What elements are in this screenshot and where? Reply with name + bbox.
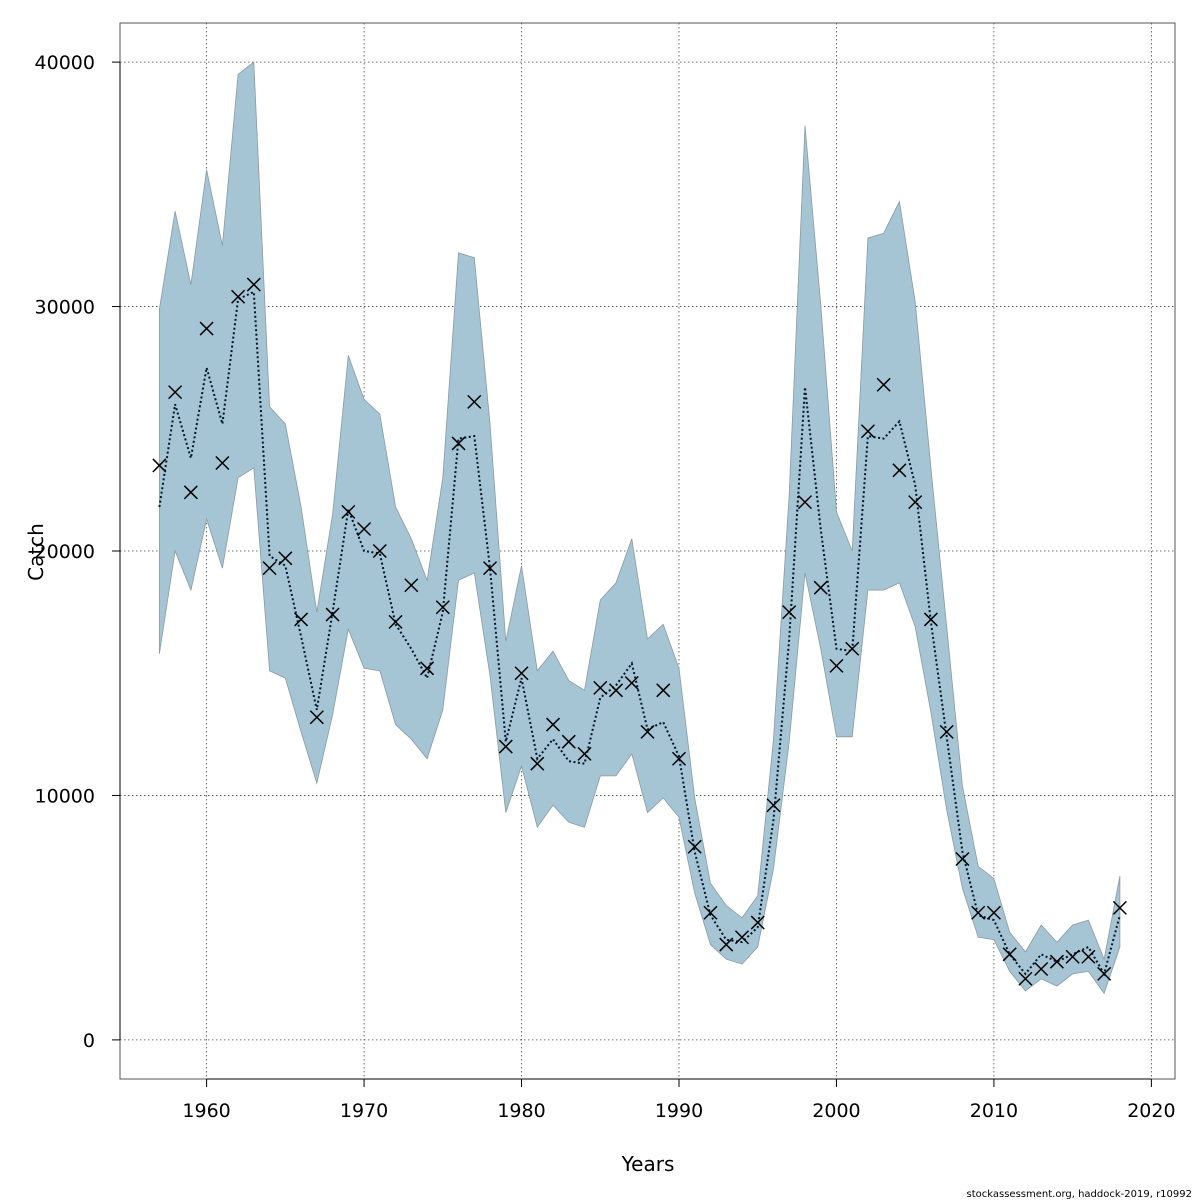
observed-point <box>246 277 261 292</box>
y-tick-label: 40000 <box>35 52 95 74</box>
observed-point <box>1002 947 1017 962</box>
observed-point <box>608 683 624 698</box>
observed-point <box>766 798 781 813</box>
y-tick-label: 10000 <box>35 785 95 807</box>
observed-point <box>1065 949 1080 964</box>
observed-point <box>671 751 687 766</box>
observed-point <box>278 551 293 566</box>
estimate-line-path <box>158 290 1121 977</box>
observed-point <box>294 612 309 627</box>
observed-point <box>703 905 718 920</box>
observed-point <box>860 424 875 439</box>
observed-point <box>530 756 545 771</box>
footer-credit: stockassessment.org, haddock-2019, r1099… <box>967 1189 1192 1200</box>
confidence-band <box>159 61 1121 995</box>
observed-markers <box>152 277 1127 986</box>
x-tick-label: 2000 <box>812 1100 860 1122</box>
observed-point <box>923 612 938 627</box>
observed-point <box>168 385 183 400</box>
observed-point <box>152 458 167 473</box>
observed-point <box>483 561 498 576</box>
observed-point <box>939 724 954 739</box>
observed-point <box>687 839 702 854</box>
observed-point <box>971 905 986 920</box>
observed-point <box>357 521 372 537</box>
observed-point <box>451 436 466 451</box>
observed-point <box>309 710 324 725</box>
observed-point <box>1112 900 1127 915</box>
observed-point <box>986 905 1001 920</box>
x-tick-label: 1970 <box>340 1100 388 1122</box>
observed-point <box>199 321 214 336</box>
x-tick-label: 1980 <box>497 1100 545 1122</box>
observed-point <box>561 734 576 749</box>
observed-point <box>1034 961 1049 977</box>
observed-point <box>750 915 765 930</box>
x-axis: 1960 1970 1980 1990 2000 2010 2020 <box>182 1078 1176 1122</box>
x-tick-label: 2010 <box>970 1100 1018 1122</box>
observed-point <box>719 937 734 952</box>
observed-point <box>435 600 450 615</box>
observed-point <box>1018 971 1033 986</box>
observed-point <box>498 739 513 754</box>
y-axis: 0 10000 20000 30000 40000 <box>35 52 121 1052</box>
observed-point <box>388 614 403 629</box>
observed-point <box>640 724 655 739</box>
observed-point <box>908 495 923 510</box>
y-tick-label: 0 <box>83 1030 95 1052</box>
observed-point <box>1097 966 1112 981</box>
estimate-line <box>158 290 1121 977</box>
y-tick-label: 20000 <box>35 541 95 563</box>
x-tick-label: 1990 <box>655 1100 703 1122</box>
observed-point <box>341 504 356 519</box>
observed-point <box>1081 949 1096 964</box>
observed-point <box>829 658 844 673</box>
observed-point <box>545 717 561 732</box>
observed-point <box>231 289 246 304</box>
observed-point <box>183 485 198 500</box>
observed-point <box>420 661 435 676</box>
observed-point <box>892 463 907 478</box>
observed-point <box>955 851 970 867</box>
x-tick-label: 2020 <box>1127 1100 1175 1122</box>
observed-point <box>467 394 482 409</box>
observed-point <box>656 683 671 698</box>
observed-point <box>514 666 529 681</box>
observed-point <box>845 641 860 656</box>
observed-point <box>734 930 750 945</box>
observed-point <box>1049 954 1064 969</box>
observed-point <box>593 680 608 695</box>
x-tick-label: 1960 <box>182 1100 230 1122</box>
observed-point <box>215 455 230 471</box>
observed-point <box>577 746 592 761</box>
confidence-band-area <box>159 61 1121 995</box>
observed-point <box>782 605 797 620</box>
y-tick-label: 30000 <box>35 297 95 319</box>
x-axis-title: Years <box>621 1152 675 1176</box>
observed-point <box>404 578 419 593</box>
observed-point <box>876 377 891 392</box>
observed-point <box>797 495 812 510</box>
observed-point <box>325 607 340 622</box>
observed-point <box>262 561 277 576</box>
observed-point <box>372 543 387 559</box>
observed-point <box>813 580 828 595</box>
observed-point <box>624 675 639 691</box>
y-axis-title: Catch <box>24 523 48 581</box>
